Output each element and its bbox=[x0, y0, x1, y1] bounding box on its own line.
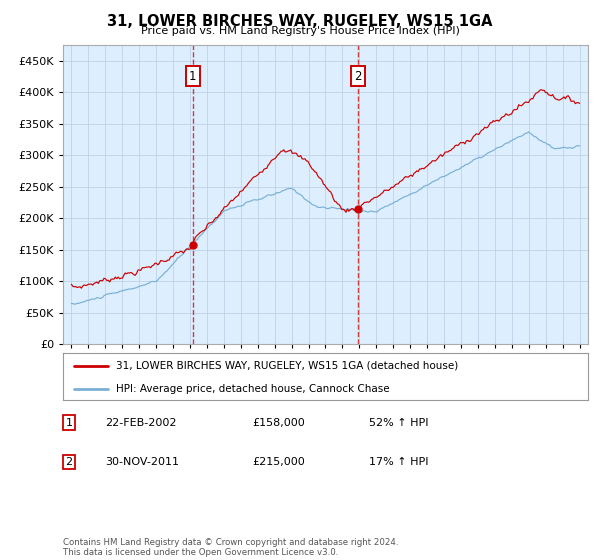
Text: 31, LOWER BIRCHES WAY, RUGELEY, WS15 1GA (detached house): 31, LOWER BIRCHES WAY, RUGELEY, WS15 1GA… bbox=[115, 361, 458, 371]
Text: £158,000: £158,000 bbox=[252, 418, 305, 428]
Text: Contains HM Land Registry data © Crown copyright and database right 2024.
This d: Contains HM Land Registry data © Crown c… bbox=[63, 538, 398, 557]
Text: 31, LOWER BIRCHES WAY, RUGELEY, WS15 1GA: 31, LOWER BIRCHES WAY, RUGELEY, WS15 1GA bbox=[107, 14, 493, 29]
Text: 17% ↑ HPI: 17% ↑ HPI bbox=[369, 457, 428, 467]
Text: 1: 1 bbox=[189, 70, 196, 83]
Text: 1: 1 bbox=[65, 418, 73, 428]
Text: HPI: Average price, detached house, Cannock Chase: HPI: Average price, detached house, Cann… bbox=[115, 384, 389, 394]
Text: 52% ↑ HPI: 52% ↑ HPI bbox=[369, 418, 428, 428]
Text: 22-FEB-2002: 22-FEB-2002 bbox=[105, 418, 176, 428]
Text: £215,000: £215,000 bbox=[252, 457, 305, 467]
Text: Price paid vs. HM Land Registry's House Price Index (HPI): Price paid vs. HM Land Registry's House … bbox=[140, 26, 460, 36]
Text: 2: 2 bbox=[65, 457, 73, 467]
Text: 2: 2 bbox=[354, 70, 362, 83]
Text: 30-NOV-2011: 30-NOV-2011 bbox=[105, 457, 179, 467]
